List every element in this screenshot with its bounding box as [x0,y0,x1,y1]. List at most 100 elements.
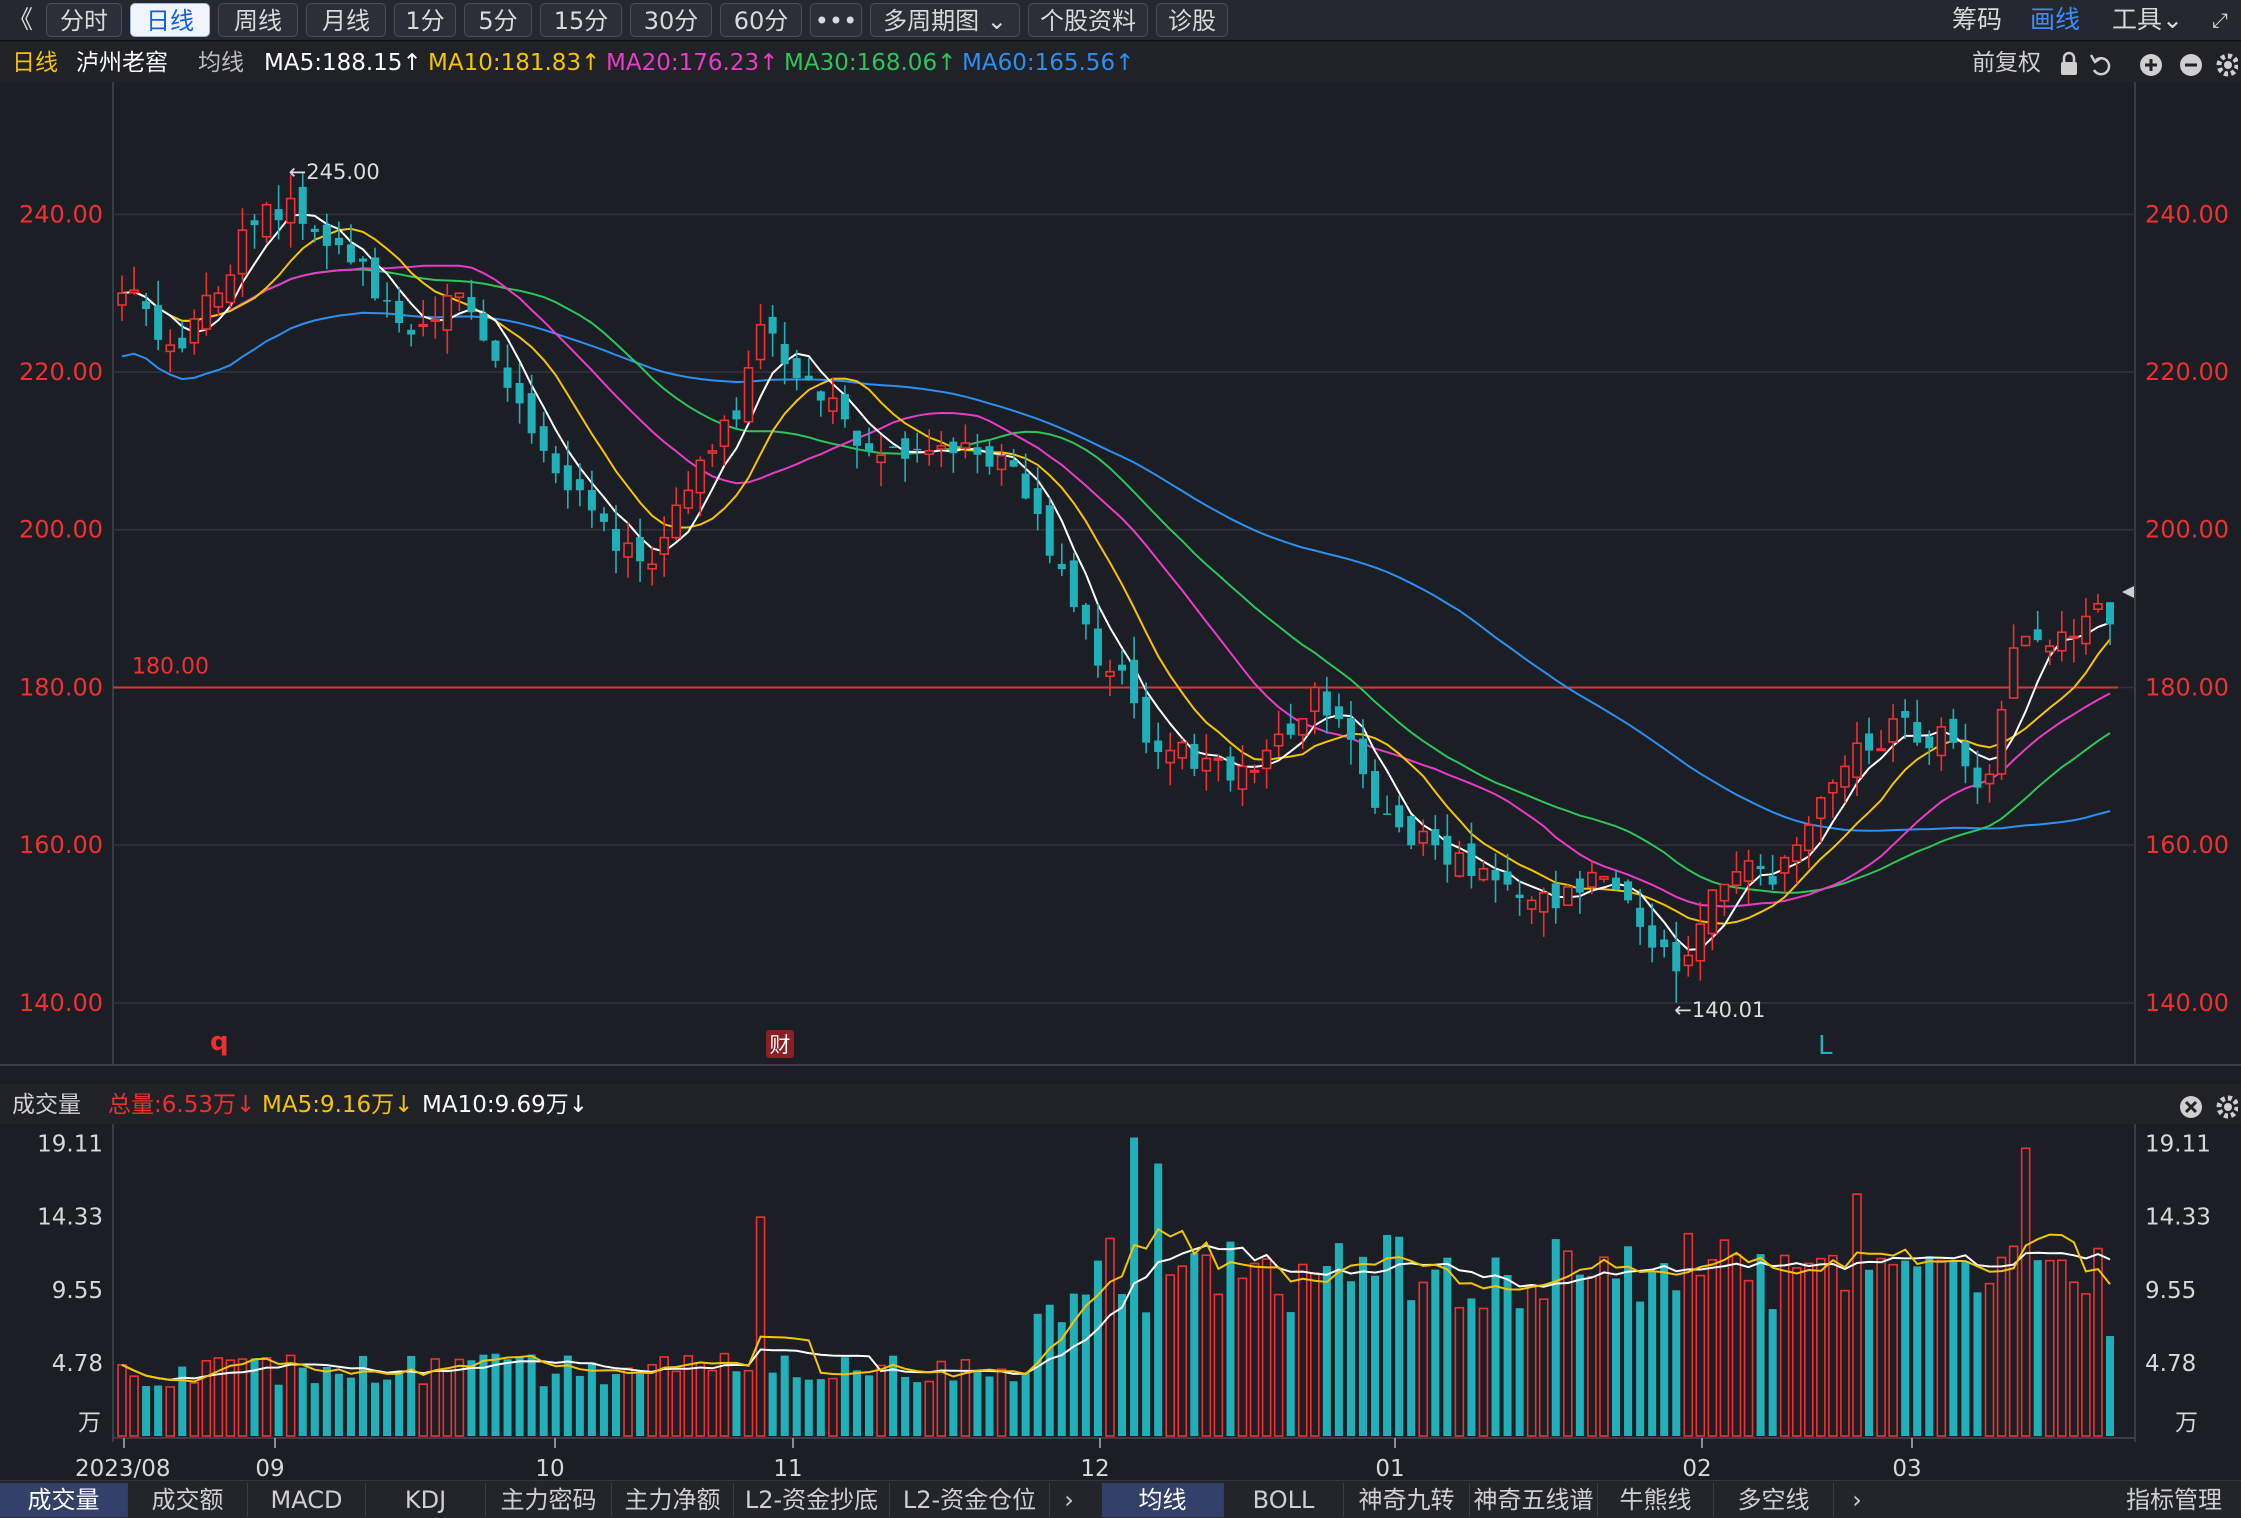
high-price-label: ←245.00 [289,160,380,184]
candle [2069,619,2079,663]
overlay-tab-3[interactable]: 神奇五线谱 [1470,1483,1598,1517]
multi-period-button[interactable]: 多周期图 ⌄ [870,3,1020,37]
candle [1551,870,1560,924]
volume-bar [1346,1281,1355,1436]
volume-bar [117,1364,127,1437]
candle-body [1454,852,1465,877]
overlay-tab-2[interactable]: 神奇九转 [1344,1483,1470,1517]
undo-icon[interactable] [2089,54,2111,76]
zoom-in-icon[interactable] [2140,54,2162,76]
zoom-out-icon[interactable] [2180,54,2202,76]
volume-bar [828,1377,838,1437]
volume-bar [1057,1322,1066,1436]
settings-gear-icon[interactable] [2216,53,2238,77]
adjust-mode-button[interactable]: 前复权 [1972,50,2041,76]
overlay-tab-4[interactable]: 牛熊线 [1598,1483,1714,1517]
tab-30min[interactable]: 30分 [630,3,712,37]
candle-body [865,443,874,451]
collapse-left-icon[interactable]: 《 [8,5,34,34]
candle [949,437,958,473]
candle-body [1213,757,1224,761]
tab-minute[interactable]: 分时 [46,3,122,37]
candle-body [1949,718,1958,743]
tools-menu-button[interactable]: 工具⌄ [2112,5,2183,34]
volume-bar [2106,1336,2114,1436]
volume-settings-gear-icon[interactable] [2216,1095,2238,1119]
indicator-tab-6[interactable]: L2-资金抄底 [734,1483,890,1517]
indicator-tab-4[interactable]: 主力密码 [486,1483,612,1517]
candle-body [611,529,620,551]
tab-monthly[interactable]: 月线 [306,3,386,37]
overlay-tab-0[interactable]: 均线 [1102,1483,1224,1517]
candle [1803,816,1814,869]
more-button[interactable]: ••• [810,3,862,37]
top-toolbar: 《 分时 日线 周线 月线 1分 5分 15分 30分 60分 ••• 多周期图 ⌄ 个股资料 诊股 筹… [0,0,2241,41]
tab-weekly[interactable]: 周线 [218,3,298,37]
stock-profile-button[interactable]: 个股资料 [1028,3,1148,37]
overlay-next-arrow-icon[interactable]: › [1852,1486,1862,1514]
candle [442,283,453,354]
volume-bar [503,1359,512,1436]
indicator-tab-3[interactable]: KDJ [366,1483,486,1517]
volume-bar [1407,1300,1416,1436]
candle [1395,795,1404,833]
tab-1min[interactable]: 1分 [394,3,456,37]
price-tick-label-right: 200.00 [2145,516,2229,544]
candle-body [1407,816,1416,846]
volume-bar [1261,1258,1272,1437]
tab-5min[interactable]: 5分 [464,3,532,37]
candle-body [599,513,608,522]
draw-line-button[interactable]: 画线 [2030,5,2081,34]
indicator-tab-5[interactable]: 主力净额 [612,1483,734,1517]
indicator-tab-1[interactable]: 成交额 [128,1483,248,1517]
overlay-tab-5[interactable]: 多空线 [1714,1483,1834,1517]
chips-button[interactable]: 筹码 [1952,5,2003,34]
candle [322,213,331,270]
volume-bar [1118,1294,1127,1436]
candle [1322,676,1331,734]
volume-bar [1443,1257,1452,1436]
price-chart[interactable]: 240.00 240.00 220.00 220.00 200.00 200.00 180.… [0,82,2241,1082]
tab-15min[interactable]: 15分 [540,3,622,37]
candle [840,385,849,428]
indicator-manage-button[interactable]: 指标管理 [2126,1486,2222,1514]
volume-bar [659,1356,669,1437]
candle-body [985,446,994,467]
volume-bar [1888,1263,1898,1437]
volume-bar [1431,1269,1440,1436]
tab-daily[interactable]: 日线 [130,3,210,37]
volume-bar [274,1384,283,1436]
candle [1213,754,1224,782]
candle-body [515,383,524,404]
tabs-next-arrow-icon[interactable]: › [1064,1486,1074,1514]
volume-bar [491,1353,500,1436]
indicator-tab-0[interactable]: 成交量 [0,1483,128,1517]
indicator-tab-7[interactable]: L2-资金仓位 [890,1483,1050,1517]
volume-bar [371,1382,380,1436]
candle-body [165,344,175,353]
candle [154,280,163,351]
lock-icon[interactable] [2061,51,2077,75]
candle [1431,815,1440,860]
volume-bar [985,1376,994,1436]
candle-body [1081,604,1090,625]
candle-body [1334,706,1343,719]
expand-icon[interactable]: ⤢ [2212,8,2228,32]
volume-bar [1901,1260,1910,1436]
close-icon[interactable] [2180,1096,2202,1118]
diagnose-button[interactable]: 诊股 [1156,3,1228,37]
overlay-tab-1[interactable]: BOLL [1224,1483,1344,1517]
candle [768,305,777,357]
volume-bar [1876,1257,1886,1437]
tab-60min[interactable]: 60分 [720,3,802,37]
volume-tick-label-right: 9.55 [2145,1278,2196,1304]
indicator-tab-2[interactable]: MACD [248,1483,366,1517]
candle-body [358,258,367,262]
volume-chart[interactable]: 19.11 19.11 14.33 14.33 9.55 9.55 4.78 4.78 万 万 20… [0,1124,2241,1480]
candle [142,293,151,327]
candle [1925,730,1934,765]
ma60-value: MA60:165.56↑ [962,50,1135,76]
candle-body [1865,733,1874,751]
volume-title: 成交量 [12,1092,81,1118]
volume-bar [636,1373,645,1436]
